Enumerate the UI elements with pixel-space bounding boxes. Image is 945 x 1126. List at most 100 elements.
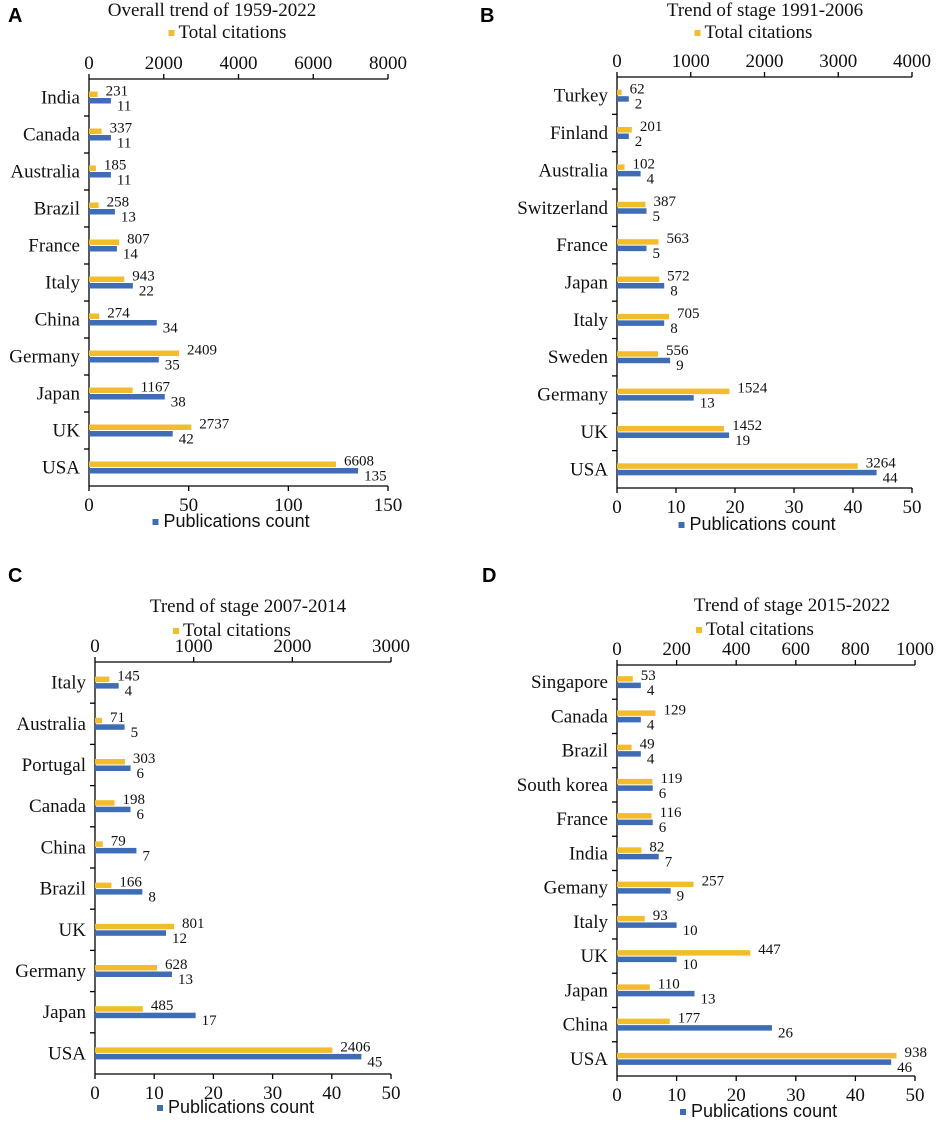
- bar-citations: [89, 128, 102, 134]
- chart-panel-D: D Trend of stage 2015-2022 Total citations…: [482, 565, 934, 1121]
- legend-label-citations: Total citations: [706, 619, 814, 640]
- data-label-publications: 34: [163, 321, 179, 337]
- data-label-publications: 10: [683, 957, 698, 973]
- legend-label-publications: Publications count: [690, 514, 836, 534]
- bar-citations: [617, 425, 725, 432]
- bottom-axis-tick-label: 0: [84, 495, 94, 516]
- bar-citations: [617, 201, 646, 208]
- bar-citations: [617, 984, 650, 990]
- data-label-publications: 5: [653, 209, 661, 225]
- bottom-axis-tick-label: 40: [322, 1083, 341, 1104]
- data-label-publications: 11: [117, 99, 131, 115]
- data-label-citations: 337: [110, 121, 133, 137]
- bar-publications: [89, 172, 111, 178]
- data-label-citations: 93: [653, 908, 668, 924]
- data-label-publications: 42: [179, 432, 194, 448]
- bar-publications: [617, 1059, 892, 1065]
- panel-letter: C: [8, 565, 22, 587]
- top-axis-tick-label: 400: [722, 639, 751, 660]
- top-axis-tick-label: 3000: [372, 636, 410, 657]
- data-label-publications: 5: [131, 725, 139, 741]
- data-label-citations: 938: [905, 1045, 928, 1061]
- bar-citations: [617, 313, 669, 320]
- bar-citations: [89, 350, 180, 356]
- bottom-axis-tick-label: 20: [726, 497, 745, 518]
- data-label-publications: 7: [142, 848, 150, 864]
- top-axis-tick-label: 0: [84, 53, 94, 74]
- data-label-citations: 79: [111, 833, 126, 849]
- bar-citations: [95, 841, 103, 847]
- data-label-citations: 62: [630, 82, 645, 98]
- category-label: Brazil: [40, 879, 86, 900]
- data-label-publications: 9: [676, 358, 684, 374]
- top-axis-tick-label: 1000: [175, 636, 213, 657]
- data-label-publications: 11: [117, 136, 131, 152]
- data-label-citations: 3264: [866, 455, 897, 471]
- data-label-publications: 13: [700, 396, 715, 412]
- category-label: USA: [48, 1043, 86, 1064]
- bar-citations: [89, 313, 100, 319]
- bar-citations: [617, 1018, 670, 1025]
- data-label-publications: 9: [677, 889, 685, 905]
- category-label: Turkey: [554, 86, 609, 107]
- data-label-citations: 2737: [199, 417, 230, 433]
- category-label: Germany: [537, 385, 608, 406]
- category-label: UK: [581, 946, 609, 967]
- bar-citations: [617, 847, 642, 853]
- category-label: India: [41, 88, 81, 109]
- data-label-publications: 13: [700, 991, 715, 1007]
- bar-publications: [617, 432, 730, 438]
- bar-citations: [617, 1052, 897, 1059]
- data-label-citations: 257: [702, 874, 725, 890]
- data-label-publications: 4: [647, 171, 655, 187]
- data-label-publications: 46: [897, 1060, 913, 1076]
- category-label: China: [35, 310, 81, 331]
- category-label: Italy: [45, 273, 80, 294]
- data-label-citations: 2406: [340, 1039, 371, 1055]
- data-label-publications: 12: [172, 931, 187, 947]
- category-label: Brazil: [562, 741, 608, 762]
- chart-title: Trend of stage 2007-2014: [150, 596, 347, 617]
- category-label: Italy: [573, 912, 608, 933]
- top-axis-tick-label: 1000: [896, 639, 934, 660]
- bar-publications: [89, 98, 111, 104]
- chart-title: Overall trend of 1959-2022: [108, 0, 316, 21]
- data-label-citations: 201: [640, 119, 663, 135]
- data-label-citations: 53: [641, 668, 656, 684]
- top-axis-tick-label: 4000: [220, 53, 258, 74]
- bottom-axis-tick-label: 20: [727, 1085, 746, 1106]
- data-label-citations: 198: [123, 792, 146, 808]
- data-label-citations: 1452: [732, 418, 762, 434]
- category-label: Australia: [10, 162, 80, 183]
- data-label-citations: 1167: [141, 380, 171, 396]
- data-label-publications: 44: [883, 470, 899, 486]
- legend-label-publications: Publications count: [168, 1097, 314, 1117]
- bar-publications: [89, 209, 115, 215]
- bar-publications: [89, 394, 165, 400]
- data-label-citations: 145: [117, 669, 140, 685]
- data-label-citations: 166: [119, 875, 142, 891]
- data-label-publications: 2: [635, 134, 643, 150]
- bar-citations: [617, 351, 659, 357]
- data-label-publications: 6: [137, 807, 145, 823]
- category-label: Switzerland: [517, 198, 608, 219]
- data-label-citations: 2409: [187, 343, 217, 359]
- category-label: France: [556, 235, 608, 256]
- data-label-publications: 135: [364, 469, 387, 485]
- bar-publications: [617, 819, 653, 826]
- data-label-publications: 4: [647, 717, 655, 733]
- top-axis-tick-label: 4000: [893, 51, 931, 72]
- category-label: USA: [570, 459, 608, 480]
- data-label-citations: 102: [633, 156, 656, 172]
- data-label-citations: 129: [663, 702, 686, 718]
- top-axis-tick-label: 200: [662, 639, 691, 660]
- data-label-citations: 801: [182, 916, 205, 932]
- bar-citations: [89, 239, 120, 245]
- category-label: Japan: [565, 273, 609, 294]
- data-label-citations: 1524: [737, 381, 768, 397]
- bar-citations: [95, 1006, 143, 1012]
- top-axis-tick-label: 3000: [819, 51, 857, 72]
